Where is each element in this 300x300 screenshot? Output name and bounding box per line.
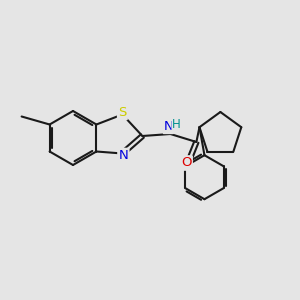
Text: N: N: [118, 149, 128, 162]
Text: N: N: [164, 121, 173, 134]
Text: S: S: [118, 106, 127, 119]
Text: O: O: [181, 157, 192, 169]
Text: H: H: [172, 118, 181, 130]
